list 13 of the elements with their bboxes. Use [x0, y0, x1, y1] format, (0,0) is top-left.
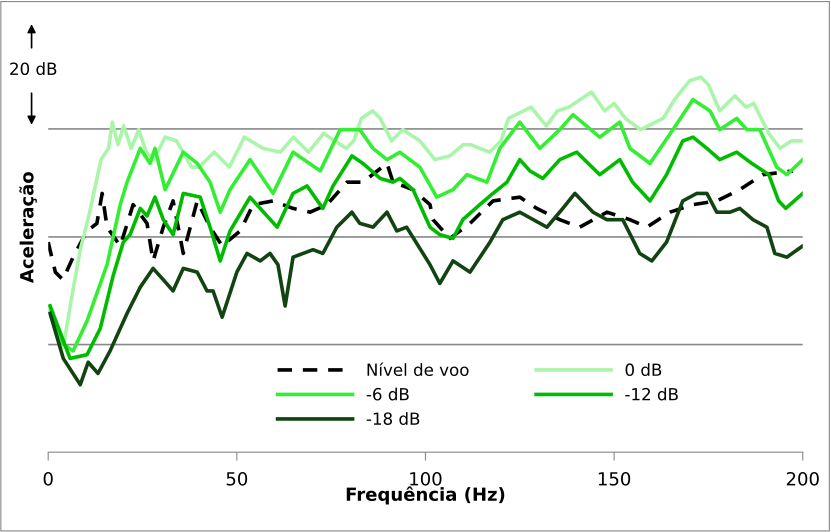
x-tick-label: 200 [786, 472, 819, 486]
legend-label: Nível de voo [368, 362, 469, 376]
x-tick-label: 150 [598, 472, 630, 486]
text: 20 dB [10, 62, 56, 76]
x-tick-label: 100 [410, 472, 442, 486]
x-axis-title: Frequência (Hz) [346, 486, 504, 505]
x-tick-label: 0 [44, 472, 53, 486]
y-axis-title: Aceleração [19, 172, 37, 283]
legend-label: -18 dB [366, 412, 420, 425]
legend-label: -12 dB [625, 388, 678, 401]
legend-label: 0 dB [626, 363, 662, 376]
legend-label: -6 dB [366, 388, 409, 401]
x-tick-label: 50 [226, 472, 248, 486]
